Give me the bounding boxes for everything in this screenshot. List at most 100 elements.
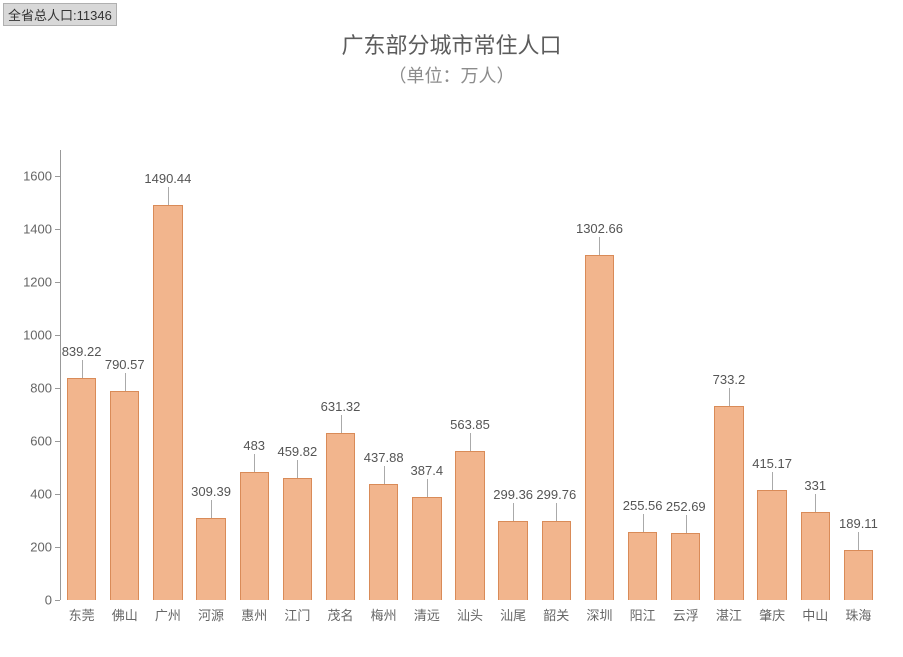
bar: [326, 433, 355, 600]
bar-value-label: 387.4: [411, 463, 444, 478]
chart-subtitle: （单位：万人）: [0, 62, 903, 88]
y-axis: 02004006008001000120014001600: [0, 150, 60, 600]
bar-value-label: 563.85: [450, 417, 490, 432]
x-axis-label: 广州: [155, 605, 181, 624]
value-leader-line: [297, 460, 298, 478]
bar: [801, 512, 830, 600]
value-leader-line: [125, 373, 126, 391]
value-leader-line: [168, 187, 169, 205]
x-axis-label: 江门: [284, 605, 310, 624]
x-axis-label: 韶关: [543, 605, 569, 624]
x-axis-label: 茂名: [328, 605, 354, 624]
x-axis-label: 汕尾: [500, 605, 526, 624]
bar-value-label: 1302.66: [576, 221, 623, 236]
x-axis-label: 云浮: [673, 605, 699, 624]
x-axis-label: 湛江: [716, 605, 742, 624]
bar: [498, 521, 527, 600]
y-tick-label: 1200: [23, 275, 52, 290]
value-leader-line: [384, 466, 385, 484]
x-axis-label: 肇庆: [759, 605, 785, 624]
bar-value-label: 299.76: [536, 487, 576, 502]
y-tick-mark: [55, 600, 60, 601]
value-leader-line: [643, 514, 644, 532]
bar-value-label: 331: [804, 478, 826, 493]
chart-container: 广东部分城市常住人口 （单位：万人） 0 200 400 600 800 1000 1200…: [0, 0, 903, 657]
value-leader-line: [470, 433, 471, 451]
bar: [110, 391, 139, 600]
y-tick-mark: [55, 335, 60, 336]
y-tick-mark: [55, 441, 60, 442]
chart-title: 广东部分城市常住人口: [0, 28, 903, 60]
bar-value-label: 437.88: [364, 450, 404, 465]
y-tick-mark: [55, 229, 60, 230]
x-axis-label: 阳江: [630, 605, 656, 624]
y-tick-label: 1000: [23, 328, 52, 343]
x-axis-label: 惠州: [241, 605, 267, 624]
value-leader-line: [686, 515, 687, 533]
value-leader-line: [815, 494, 816, 512]
bar: [412, 497, 441, 600]
bar: [585, 255, 614, 600]
y-tick-label: 1400: [23, 222, 52, 237]
bar: [153, 205, 182, 600]
bar: [671, 533, 700, 600]
value-leader-line: [254, 454, 255, 472]
bar-value-label: 631.32: [321, 399, 361, 414]
x-axis-label: 东莞: [69, 605, 95, 624]
y-tick-label: 800: [30, 381, 52, 396]
x-axis-label: 深圳: [586, 605, 612, 624]
y-tick-label: 600: [30, 434, 52, 449]
x-axis-label: 佛山: [112, 605, 138, 624]
y-tick-label: 400: [30, 487, 52, 502]
bar: [240, 472, 269, 600]
value-leader-line: [599, 237, 600, 255]
x-axis-label: 梅州: [371, 605, 397, 624]
y-tick-mark: [55, 388, 60, 389]
bar: [369, 484, 398, 600]
value-leader-line: [729, 388, 730, 406]
y-tick-mark: [55, 176, 60, 177]
x-axis-label: 河源: [198, 605, 224, 624]
value-leader-line: [82, 360, 83, 378]
bar-value-label: 1490.44: [144, 171, 191, 186]
bar-value-label: 483: [243, 438, 265, 453]
bar-value-label: 459.82: [277, 444, 317, 459]
y-tick-mark: [55, 282, 60, 283]
bar: [542, 521, 571, 600]
bar: [67, 378, 96, 600]
value-leader-line: [858, 532, 859, 550]
y-tick-mark: [55, 494, 60, 495]
x-axis-label: 珠海: [845, 605, 871, 624]
value-leader-line: [556, 503, 557, 521]
bar: [455, 451, 484, 600]
bar-value-label: 309.39: [191, 484, 231, 499]
value-leader-line: [341, 415, 342, 433]
y-tick-mark: [55, 547, 60, 548]
y-tick-label: 0: [45, 593, 52, 608]
bar: [196, 518, 225, 600]
bar: [283, 478, 312, 600]
bar-value-label: 189.11: [839, 516, 878, 531]
bar-value-label: 415.17: [752, 456, 792, 471]
bar-value-label: 790.57: [105, 357, 145, 372]
bars-group: [60, 150, 880, 600]
y-tick-label: 1600: [23, 169, 52, 184]
chart-title-block: 广东部分城市常住人口 （单位：万人）: [0, 28, 903, 88]
value-leader-line: [427, 479, 428, 497]
bar-value-label: 255.56: [623, 498, 663, 513]
value-leader-line: [211, 500, 212, 518]
bar-value-label: 733.2: [713, 372, 746, 387]
value-leader-line: [772, 472, 773, 490]
bar: [714, 406, 743, 600]
bar: [628, 532, 657, 600]
bar: [757, 490, 786, 600]
bar-value-label: 252.69: [666, 499, 706, 514]
y-tick-label: 200: [30, 540, 52, 555]
x-axis-label: 中山: [802, 605, 828, 624]
x-axis-label: 汕头: [457, 605, 483, 624]
x-axis-label: 清远: [414, 605, 440, 624]
bar: [844, 550, 873, 600]
bar-value-label: 839.22: [62, 344, 102, 359]
value-leader-line: [513, 503, 514, 521]
bar-value-label: 299.36: [493, 487, 533, 502]
